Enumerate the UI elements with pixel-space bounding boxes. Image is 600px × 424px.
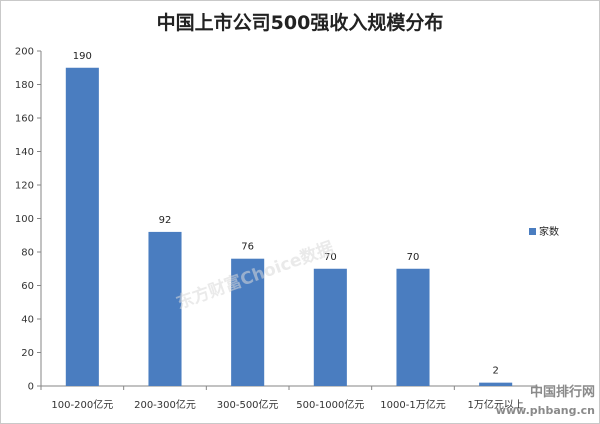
- y-tick-label: 200: [15, 47, 34, 58]
- site-name: 中国排行网: [530, 384, 595, 400]
- x-category-label: 100-200亿元: [51, 398, 113, 411]
- site-url: www.phbang.cn: [496, 404, 595, 417]
- bar: [148, 231, 182, 386]
- bar: [231, 258, 265, 386]
- bar: [313, 268, 347, 386]
- y-tick-label: 180: [15, 80, 34, 91]
- data-label: 70: [407, 252, 420, 263]
- x-category-label: 200-300亿元: [134, 398, 196, 411]
- y-tick-label: 60: [21, 281, 34, 292]
- x-category-label: 500-1000亿元: [296, 398, 364, 411]
- data-label: 70: [324, 252, 337, 263]
- x-category-label: 300-500亿元: [217, 398, 279, 411]
- y-tick-label: 80: [21, 248, 34, 259]
- y-tick-label: 20: [21, 348, 34, 359]
- bars: [65, 67, 513, 386]
- y-tick-label: 160: [15, 114, 34, 125]
- data-label: 2: [492, 366, 498, 377]
- data-label: 76: [241, 242, 254, 253]
- legend-label: 家数: [539, 225, 559, 238]
- y-tick-label: 40: [21, 315, 34, 326]
- bar: [479, 382, 513, 386]
- y-tick-label: 120: [15, 181, 34, 192]
- x-category-label: 1万亿元以上: [467, 398, 523, 411]
- bar: [396, 268, 430, 386]
- y-tick-label: 0: [28, 382, 34, 393]
- y-tick-label: 100: [15, 214, 34, 225]
- data-label: 92: [159, 215, 172, 226]
- y-tick-label: 140: [15, 147, 34, 158]
- data-labels: 190 92 76 70 70 2: [73, 51, 499, 377]
- axes: 0 20 40 60 80 100 120 140 160 180 200 100-200亿元 200-…: [15, 47, 538, 411]
- legend: 家数: [529, 225, 559, 238]
- data-label: 190: [73, 51, 92, 62]
- bar: [65, 67, 99, 386]
- legend-swatch: [529, 228, 536, 235]
- x-category-label: 1000-1万亿元: [380, 398, 445, 411]
- chart-title: 中国上市公司500强收入规模分布: [157, 11, 444, 34]
